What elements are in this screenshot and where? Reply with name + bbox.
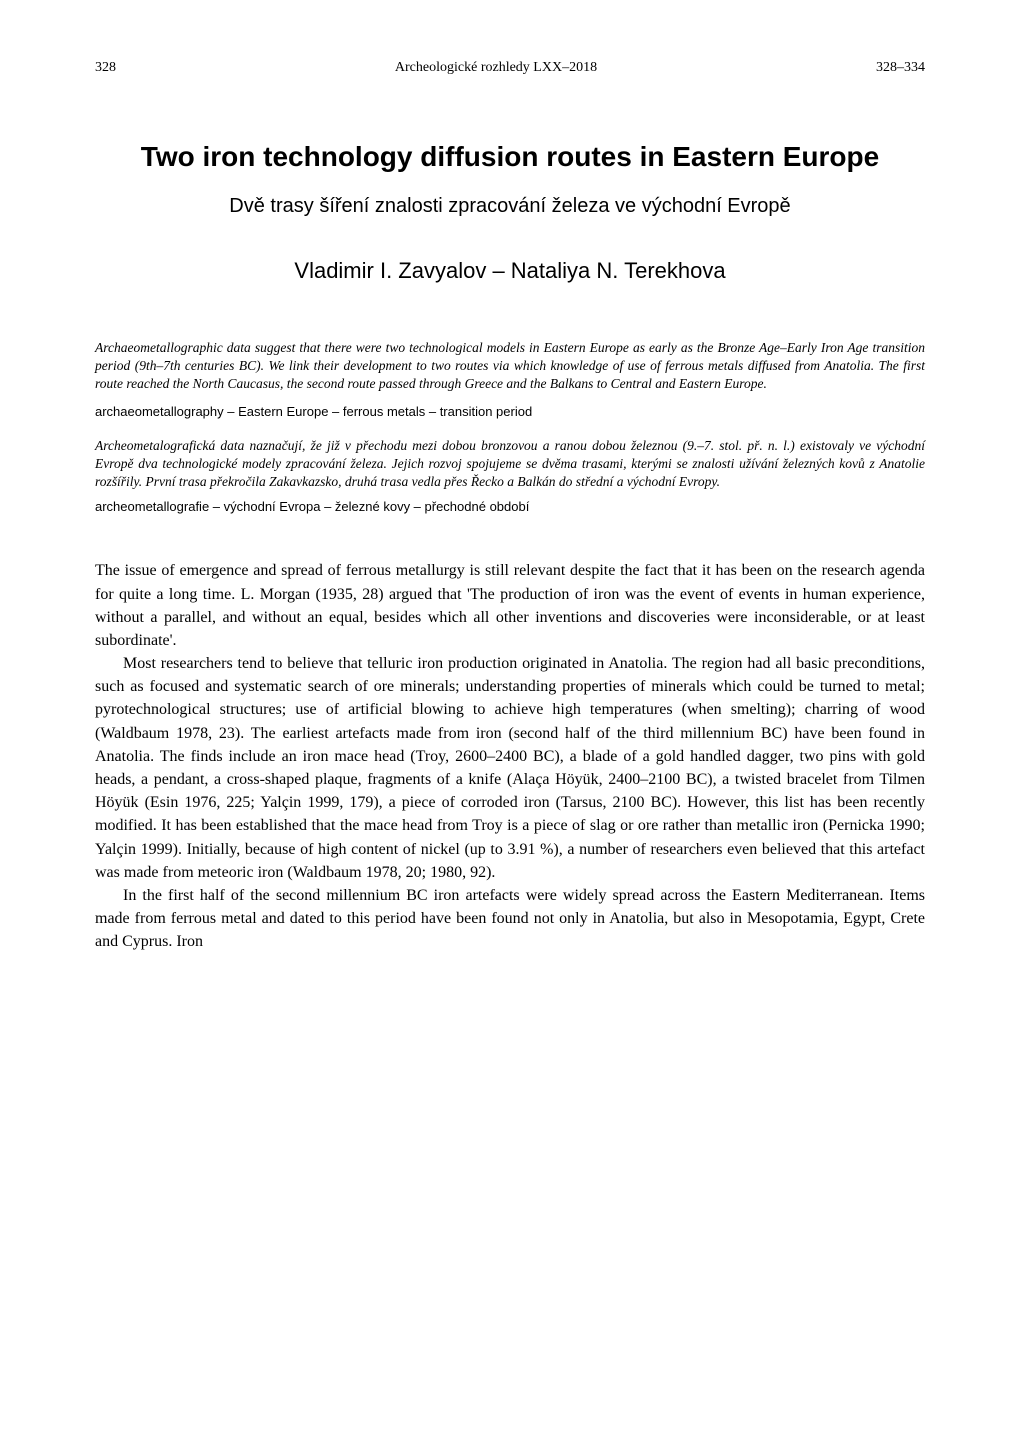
article-title: Two iron technology diffusion routes in …	[95, 141, 925, 173]
keywords-czech: archeometallografie – východní Evropa – …	[95, 499, 925, 514]
page-number-left: 328	[95, 60, 116, 76]
abstract-english: Archaeometallographic data suggest that …	[95, 339, 925, 394]
running-header: 328 Archeologické rozhledy LXX–2018 328–…	[95, 60, 925, 76]
keywords-english: archaeometallography – Eastern Europe – …	[95, 404, 925, 419]
body-paragraph-1: The issue of emergence and spread of fer…	[95, 559, 925, 652]
page-range-right: 328–334	[876, 60, 925, 76]
body-paragraph-2: Most researchers tend to believe that te…	[95, 652, 925, 884]
journal-title: Archeologické rozhledy LXX–2018	[116, 60, 876, 76]
article-subtitle: Dvě trasy šíření znalosti zpracování žel…	[95, 195, 925, 218]
abstract-czech: Archeometalografická data naznačují, že …	[95, 437, 925, 492]
authors: Vladimir I. Zavyalov – Nataliya N. Terek…	[95, 258, 925, 284]
body-paragraph-3: In the first half of the second millenni…	[95, 884, 925, 954]
